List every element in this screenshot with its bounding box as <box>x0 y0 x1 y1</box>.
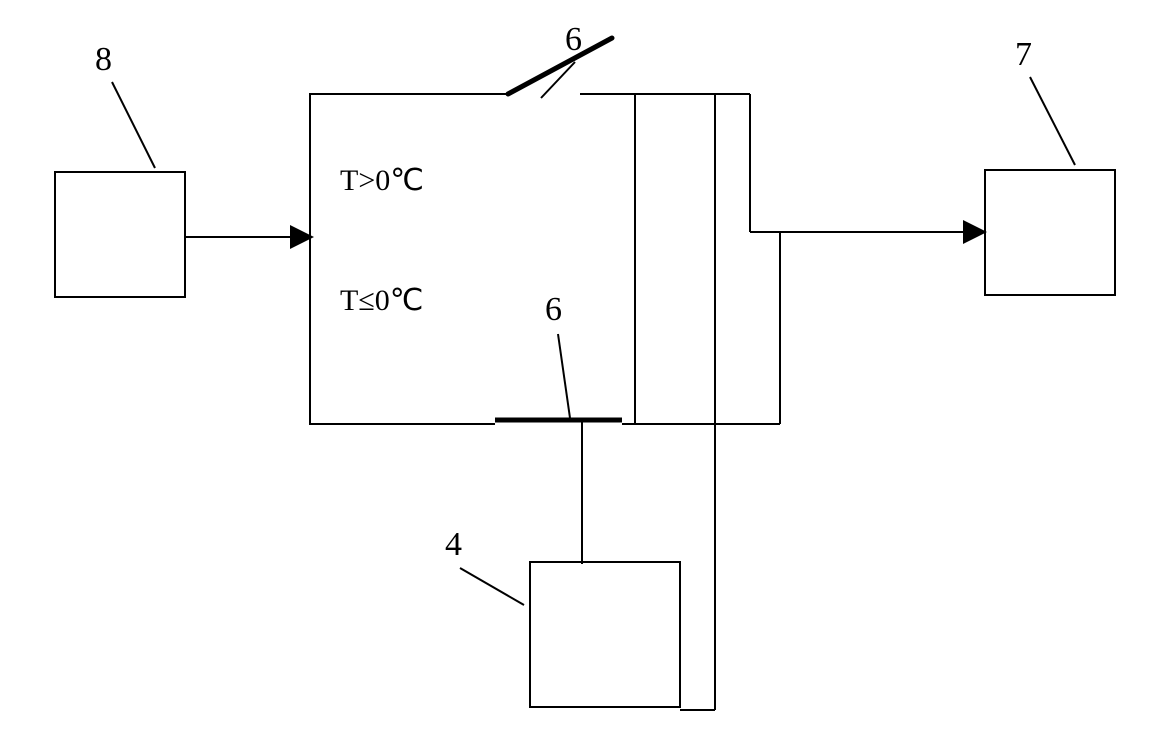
center-text-upper: T>0℃ <box>340 164 424 197</box>
label-6-top-label: 6 <box>565 21 582 58</box>
center-text-lower: T≤0℃ <box>340 284 423 317</box>
label-4-label: 4 <box>445 526 462 563</box>
label-7-label: 7 <box>1015 36 1032 73</box>
circuit-diagram: T>0℃ T≤0℃ 8 6 7 6 4 <box>0 0 1167 748</box>
label-8-label: 8 <box>95 41 112 78</box>
label-6-inner-label: 6 <box>545 291 562 328</box>
